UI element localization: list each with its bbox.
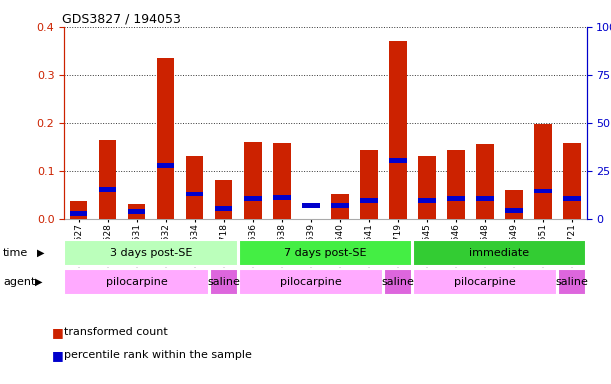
Text: immediate: immediate: [469, 248, 530, 258]
Bar: [64, 268, 209, 295]
Bar: [360, 198, 378, 203]
Text: 7 days post-SE: 7 days post-SE: [284, 248, 367, 258]
Text: percentile rank within the sample: percentile rank within the sample: [64, 350, 252, 360]
Bar: [331, 194, 348, 219]
Bar: [505, 208, 522, 213]
Bar: [70, 211, 87, 215]
Text: 3 days post-SE: 3 days post-SE: [110, 248, 192, 258]
Bar: [477, 196, 494, 201]
Bar: [534, 189, 552, 194]
Text: transformed count: transformed count: [64, 327, 168, 337]
Text: ■: ■: [52, 326, 64, 339]
Bar: [186, 192, 203, 196]
Bar: [244, 196, 262, 201]
Bar: [412, 268, 557, 295]
Text: pilocarpine: pilocarpine: [280, 277, 342, 287]
Bar: [412, 240, 587, 266]
Bar: [418, 157, 436, 219]
Text: pilocarpine: pilocarpine: [454, 277, 516, 287]
Bar: [238, 240, 412, 266]
Bar: [389, 158, 407, 163]
Bar: [186, 157, 203, 219]
Text: GDS3827 / 194053: GDS3827 / 194053: [62, 13, 180, 26]
Bar: [534, 124, 552, 219]
Bar: [558, 268, 587, 295]
Bar: [273, 143, 291, 219]
Bar: [563, 143, 580, 219]
Bar: [447, 150, 464, 219]
Text: saline: saline: [207, 277, 240, 287]
Bar: [215, 206, 232, 211]
Bar: [128, 204, 145, 219]
Text: time: time: [3, 248, 28, 258]
Text: saline: saline: [381, 277, 414, 287]
Bar: [215, 180, 232, 219]
Bar: [99, 187, 116, 192]
Bar: [244, 142, 262, 219]
Bar: [418, 198, 436, 203]
Bar: [331, 203, 348, 208]
Bar: [238, 268, 383, 295]
Text: ▶: ▶: [37, 248, 45, 258]
Bar: [70, 200, 87, 219]
Bar: [389, 41, 407, 219]
Text: ▶: ▶: [35, 277, 43, 287]
Bar: [157, 163, 175, 167]
Bar: [157, 58, 175, 219]
Text: agent: agent: [3, 277, 35, 287]
Bar: [360, 150, 378, 219]
Bar: [99, 140, 116, 219]
Bar: [273, 195, 291, 200]
Bar: [563, 196, 580, 201]
Bar: [505, 190, 522, 219]
Bar: [447, 196, 464, 201]
Bar: [477, 144, 494, 219]
Bar: [302, 203, 320, 208]
Bar: [210, 268, 238, 295]
Bar: [384, 268, 412, 295]
Text: saline: saline: [555, 277, 588, 287]
Text: ■: ■: [52, 349, 64, 362]
Bar: [128, 209, 145, 214]
Text: pilocarpine: pilocarpine: [106, 277, 167, 287]
Bar: [64, 240, 238, 266]
